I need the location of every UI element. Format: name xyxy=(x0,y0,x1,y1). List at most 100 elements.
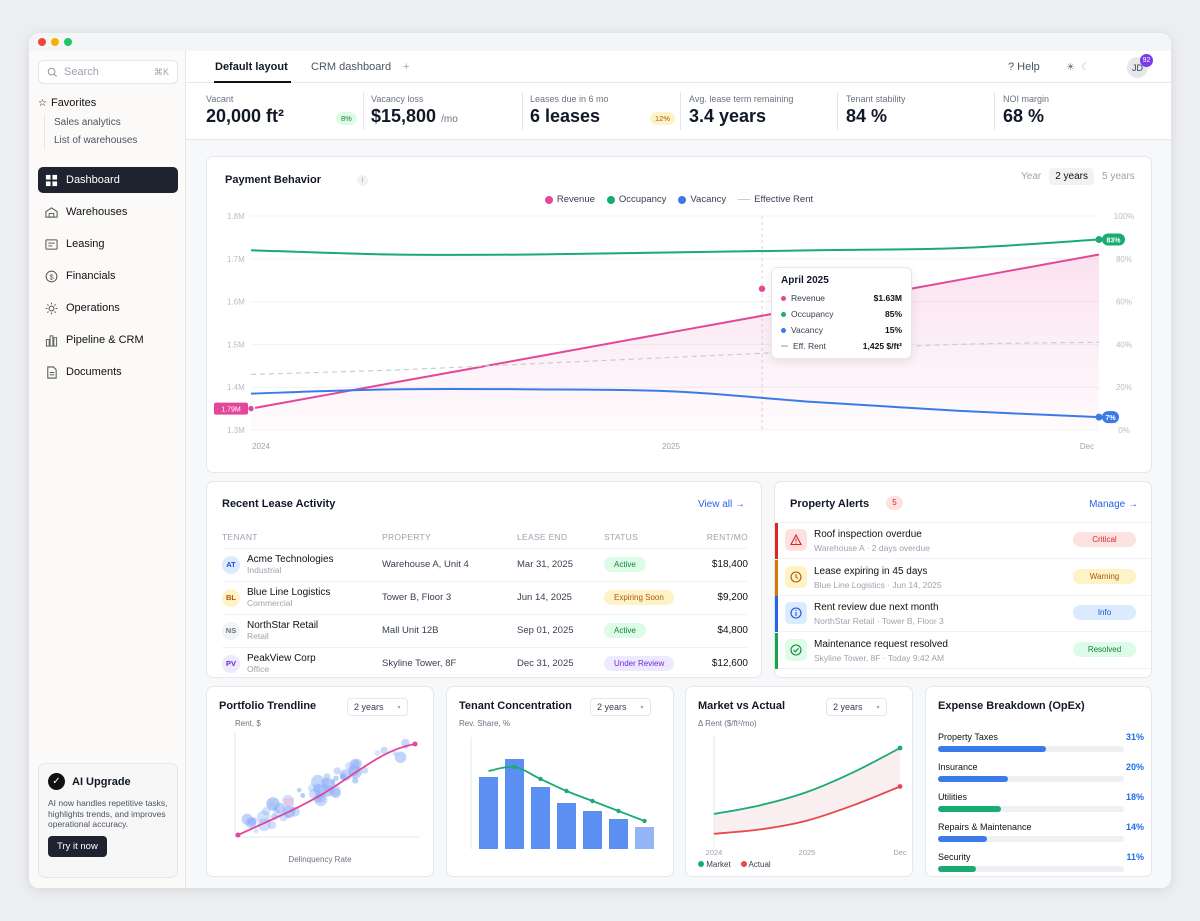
tooltip-label: Occupancy xyxy=(791,309,834,319)
scatter-point xyxy=(253,828,259,834)
favorite-item[interactable]: Sales analytics xyxy=(54,117,121,128)
revenue-hover-point[interactable] xyxy=(758,285,766,292)
add-tab-button[interactable]: + xyxy=(403,61,410,73)
col-lease-end[interactable]: LEASE END xyxy=(517,531,568,542)
bar[interactable] xyxy=(557,803,576,849)
tooltip-title: April 2025 xyxy=(781,275,829,286)
col-property[interactable]: PROPERTY xyxy=(382,531,432,542)
legend-revenue[interactable]: Revenue xyxy=(544,194,595,205)
occupancy-end-point[interactable] xyxy=(1095,236,1103,244)
legend-market[interactable]: Market xyxy=(698,860,731,869)
axis-label-y: Rev. Share, % xyxy=(459,719,510,728)
bar[interactable] xyxy=(505,759,524,849)
expense-item: Security 11% xyxy=(938,852,1144,872)
table-row[interactable]: AT Acme Technologies Industrial Warehouse … xyxy=(222,547,748,581)
tenant-block: NS NorthStar Retail Retail xyxy=(222,620,382,641)
search-placeholder: Search xyxy=(64,66,99,78)
minimize-window-button[interactable] xyxy=(51,38,59,46)
tenant-range-dropdown[interactable]: 2 years ▾ xyxy=(590,698,651,716)
market-vs-actual-chart: 2024 2025 Dec xyxy=(706,735,907,857)
bar[interactable] xyxy=(635,827,654,849)
x-tick: 2025 xyxy=(662,442,680,451)
legend-swatch xyxy=(606,195,615,204)
cell-property: Mall Unit 12B xyxy=(382,613,517,647)
alert-item[interactable]: Maintenance request resolved Skyline Tow… xyxy=(775,632,1151,669)
card-title: Property Alerts xyxy=(790,498,870,510)
vacancy-end-point[interactable] xyxy=(1095,413,1103,421)
tenant-type: Commercial xyxy=(247,598,293,608)
tenant-block: BL Blue Line Logistics Commercial xyxy=(222,587,382,608)
expense-bar xyxy=(938,836,987,842)
alert-item[interactable]: Roof inspection overdue Warehouse A · 2 … xyxy=(775,523,1151,559)
sidebar-item-operations[interactable]: Operations xyxy=(38,295,178,321)
tenant-type: Industrial xyxy=(247,565,282,575)
y-tick-left: 1.3M xyxy=(227,426,245,435)
view-all-link[interactable]: View all → xyxy=(697,499,745,510)
kpi-leases-due: Leases due in 6 mo 6 leases 12% xyxy=(530,94,680,132)
kpi-avg-lease-term: Avg. lease term remaining 3.4 years xyxy=(689,94,839,132)
tenant-name: NorthStar Retail xyxy=(247,620,319,631)
alert-item[interactable]: Rent review due next month NorthStar Ret… xyxy=(775,596,1151,632)
card-title: Portfolio Trendline xyxy=(219,700,317,712)
expense-item: Repairs & Maintenance 14% xyxy=(938,822,1144,842)
expense-track xyxy=(938,806,1124,812)
bar[interactable] xyxy=(479,777,498,849)
legend-occupancy[interactable]: Occupancy xyxy=(606,194,666,205)
sidebar-item-warehouses[interactable]: Warehouses xyxy=(38,199,178,225)
expense-pct: 14% xyxy=(1125,822,1144,832)
expense-item: Insurance 20% xyxy=(938,762,1144,782)
range-2-years[interactable]: 2 years xyxy=(1049,168,1095,185)
table-row[interactable]: BL Blue Line Logistics Commercial Tower B,… xyxy=(222,580,748,614)
legend-actual[interactable]: Actual xyxy=(740,860,771,869)
expense-pct: 18% xyxy=(1125,792,1144,802)
col-status[interactable]: STATUS xyxy=(604,531,639,542)
tenant-avatar: NS xyxy=(222,621,240,640)
maximize-window-button[interactable] xyxy=(64,38,72,46)
col-tenant[interactable]: TENANT xyxy=(222,531,258,542)
bar[interactable] xyxy=(583,811,602,849)
search-input[interactable]: Search ⌘K xyxy=(38,60,178,84)
theme-toggle[interactable]: ☀ ☾ xyxy=(1066,60,1100,75)
trend-range-dropdown[interactable]: 2 years ▾ xyxy=(347,698,408,716)
bar[interactable] xyxy=(531,787,550,849)
bar[interactable] xyxy=(609,819,628,849)
legend-vacancy[interactable]: Vacancy xyxy=(678,194,726,205)
y-tick-left: 1.8M xyxy=(227,212,245,221)
sidebar-item-documents[interactable]: Documents xyxy=(38,359,178,385)
clock-icon xyxy=(785,565,807,588)
chart-legend: Revenue Occupancy Vacancy Effective Rent xyxy=(207,194,1151,205)
manage-link[interactable]: Manage → xyxy=(1089,499,1138,510)
sidebar-item-financials[interactable]: $ Financials xyxy=(38,263,178,289)
favorites-header[interactable]: ☆ Favorites xyxy=(38,97,96,109)
market-range-dropdown[interactable]: 2 years ▾ xyxy=(826,698,887,716)
alert-tag: Info xyxy=(1073,605,1136,620)
help-link[interactable]: ? Help xyxy=(1008,61,1040,73)
actual-end-point xyxy=(897,784,903,789)
table-row[interactable]: NS NorthStar Retail Retail Mall Unit 12B S… xyxy=(222,613,748,647)
legend-effective-rent[interactable]: Effective Rent xyxy=(738,194,813,205)
favorite-item[interactable]: List of warehouses xyxy=(54,135,138,146)
scatter-point xyxy=(361,767,369,774)
col-rent[interactable]: RENT/MO xyxy=(706,531,748,542)
close-window-button[interactable] xyxy=(38,38,46,46)
expense-label: Utilities xyxy=(938,792,968,802)
range-year[interactable]: Year xyxy=(1021,171,1042,182)
legend-label: Vacancy xyxy=(690,194,727,205)
cell-lease-end: Mar 31, 2025 xyxy=(517,547,604,581)
revenue-start-point[interactable] xyxy=(246,404,256,413)
property-alerts-card: Property Alerts 5 Manage → Roof inspecti… xyxy=(774,481,1152,678)
info-icon[interactable]: i xyxy=(357,175,368,186)
table-row[interactable]: PV PeakView Corp Office Skyline Tower, 8F … xyxy=(222,646,748,680)
sidebar-item-dashboard[interactable]: Dashboard xyxy=(38,167,178,193)
favorites-list: Sales analytics List of warehouses xyxy=(44,114,137,150)
sidebar-item-pipeline-crm[interactable]: Pipeline & CRM xyxy=(38,327,178,353)
cell-tenant: NS NorthStar Retail Retail xyxy=(222,613,382,647)
alert-triangle-icon xyxy=(785,529,807,551)
alert-item[interactable]: Lease expiring in 45 days Blue Line Logi… xyxy=(775,559,1151,596)
range-5-years[interactable]: 5 years xyxy=(1102,171,1135,182)
sidebar-item-leasing[interactable]: Leasing xyxy=(38,231,178,257)
scatter-point xyxy=(300,793,306,798)
try-it-now-button[interactable]: Try it now xyxy=(48,835,107,857)
tab-crm-dashboard[interactable]: CRM dashboard xyxy=(311,61,392,73)
tab-default-layout[interactable]: Default layout xyxy=(215,61,288,73)
